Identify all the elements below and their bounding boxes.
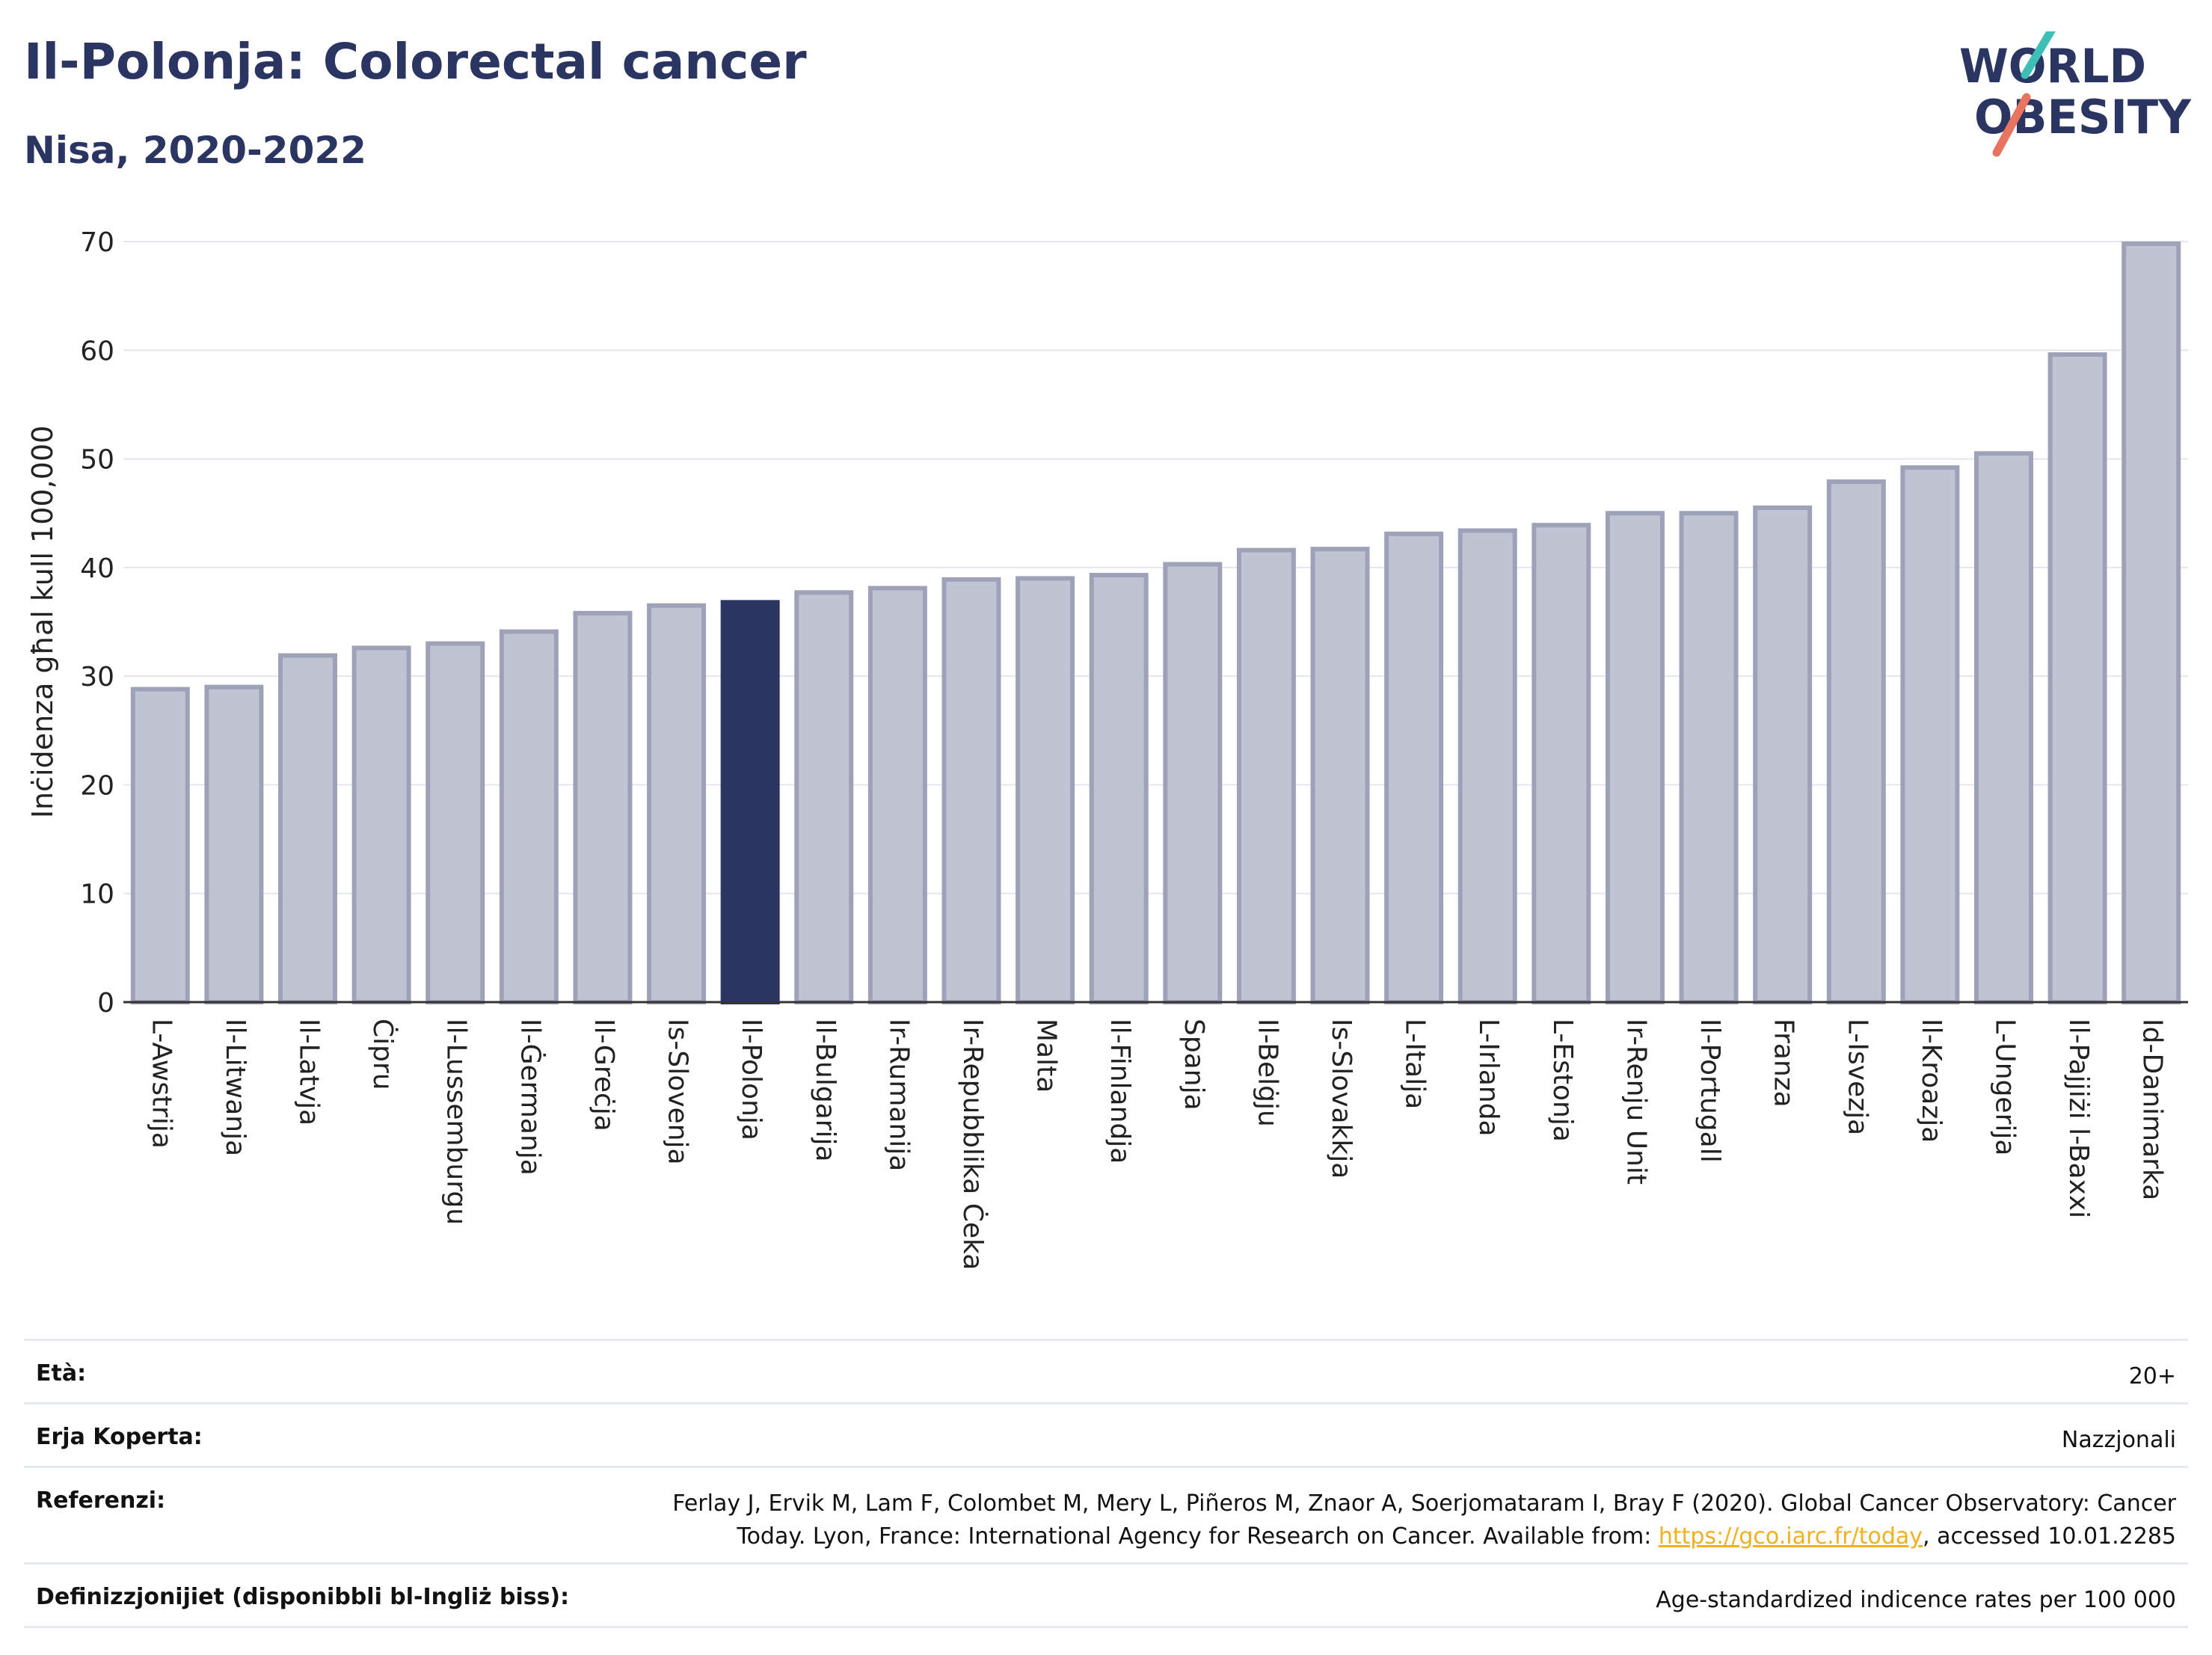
info-value-area: Nazzjonali xyxy=(2061,1427,2176,1453)
bar-16 xyxy=(1310,547,1370,1004)
bar-24 xyxy=(1900,465,1960,1004)
bar-15 xyxy=(1236,547,1296,1004)
x-tick-label: Il-Finlandja xyxy=(1105,1019,1135,1164)
bar-27 xyxy=(2122,241,2181,1004)
info-row-age: Età: 20+ xyxy=(24,1339,2188,1402)
info-label-definitions: Definizzjonijiet (disponibbli bl-Ingliż … xyxy=(36,1584,570,1610)
y-axis-ticks: 0 10 20 30 40 50 60 70 xyxy=(80,227,114,1019)
x-tick-label: Ċipru xyxy=(367,1019,399,1090)
bar-19 xyxy=(1531,523,1591,1004)
x-tick-label: L-Ungerija xyxy=(1989,1019,2020,1155)
x-tick-label: Il-Latvja xyxy=(294,1019,325,1126)
x-tick-label: Il-Ġermanja xyxy=(514,1019,546,1176)
x-tick-label: L-Irlanda xyxy=(1473,1019,1504,1137)
bar-21 xyxy=(1679,511,1739,1004)
x-tick-label: Il-Bulgarija xyxy=(810,1019,841,1162)
x-tick-label: Is-Slovenja xyxy=(663,1019,693,1165)
reference-text: Today. Lyon, France: International Agenc… xyxy=(737,1523,1659,1550)
logo-slash-top xyxy=(2021,31,2056,79)
page-subtitle: Nisa, 2020-2022 xyxy=(24,129,366,172)
x-tick-label: L-Awstrija xyxy=(146,1019,176,1149)
y-tick-label: 10 xyxy=(80,879,114,910)
x-tick-label: L-Estonja xyxy=(1547,1019,1578,1142)
x-tick-label: Il-Litwanja xyxy=(220,1019,251,1156)
x-tick-label: Il-Portugall xyxy=(1695,1019,1725,1163)
info-label-references: Referenzi: xyxy=(36,1487,166,1514)
y-tick-label: 0 xyxy=(97,988,114,1019)
reference-line-2: Today. Lyon, France: International Agenc… xyxy=(672,1520,2176,1553)
y-tick-label: 20 xyxy=(80,770,114,801)
x-tick-label: Il-Polonja xyxy=(736,1019,766,1140)
info-row-references: Referenzi: Ferlay J, Ervik M, Lam F, Col… xyxy=(24,1466,2188,1562)
bar-10 xyxy=(867,586,927,1004)
bar-5 xyxy=(499,629,559,1005)
x-tick-label: Is-Slovakkja xyxy=(1326,1019,1357,1179)
bar-8 xyxy=(720,600,780,1004)
x-tick-label: Spanja xyxy=(1179,1019,1209,1111)
x-tick-label: Il-Belġju xyxy=(1252,1019,1282,1127)
bar-chart: 0 10 20 30 40 50 60 70 L-Awstrija Il-Litwanja Il-… xyxy=(26,227,2188,1270)
reference-accessed: , accessed 10.01.2285 xyxy=(1923,1523,2176,1550)
x-axis-labels: L-Awstrija Il-Litwanja Il-Latvja Ċipru Il-Lu… xyxy=(146,1019,2167,1270)
bar-14 xyxy=(1163,562,1223,1004)
bar-22 xyxy=(1753,505,1813,1004)
bar-26 xyxy=(2047,352,2107,1004)
y-tick-label: 70 xyxy=(80,227,114,258)
x-tick-label: L-Isvezja xyxy=(1842,1019,1872,1135)
x-tick-label: L-Italja xyxy=(1400,1019,1431,1109)
info-value-definitions: Age-standardized indicence rates per 100… xyxy=(1656,1587,2176,1613)
x-tick-label: Ir-Repubblika Ċeka xyxy=(957,1019,989,1270)
bar-17 xyxy=(1384,531,1444,1004)
bar-0 xyxy=(130,687,190,1004)
bar-2 xyxy=(278,653,338,1004)
info-value-age: 20+ xyxy=(2128,1363,2176,1390)
bar-7 xyxy=(647,603,707,1004)
x-tick-label: Franza xyxy=(1769,1019,1799,1108)
info-value-references: Ferlay J, Ervik M, Lam F, Colombet M, Me… xyxy=(672,1487,2176,1553)
page-title: Il-Polonja: Colorectal cancer xyxy=(24,33,807,90)
bar-9 xyxy=(794,590,854,1004)
world-obesity-logo: WORLD OBESITY xyxy=(1959,31,2191,157)
logo-slash-bottom xyxy=(1992,93,2031,157)
y-tick-label: 60 xyxy=(80,336,114,366)
x-tick-label: Il-Kroazja xyxy=(1916,1019,1947,1143)
bar-12 xyxy=(1016,576,1075,1004)
x-tick-label: Il-Lussemburgu xyxy=(441,1019,472,1225)
bar-11 xyxy=(941,577,1001,1004)
bar-18 xyxy=(1457,528,1517,1004)
reference-link[interactable]: https://gco.iarc.fr/today xyxy=(1658,1523,1923,1550)
bar-20 xyxy=(1605,511,1665,1004)
bar-13 xyxy=(1089,573,1149,1004)
x-tick-label: Il-Greċja xyxy=(589,1019,619,1132)
info-row-definitions: Definizzjonijiet (disponibbli bl-Ingliż … xyxy=(24,1562,2188,1628)
bar-3 xyxy=(351,645,411,1005)
info-label-age: Età: xyxy=(36,1360,87,1387)
reference-line-1: Ferlay J, Ervik M, Lam F, Colombet M, Me… xyxy=(672,1490,2176,1517)
y-tick-label: 30 xyxy=(80,662,114,693)
y-tick-label: 40 xyxy=(80,553,114,584)
x-tick-label: Ir-Renju Unit xyxy=(1620,1019,1651,1185)
bar-25 xyxy=(1973,451,2033,1004)
x-tick-label: Malta xyxy=(1031,1019,1062,1093)
bar-23 xyxy=(1826,479,1886,1004)
y-axis-label: Inċidenza għal kull 100,000 xyxy=(26,426,59,818)
y-tick-label: 50 xyxy=(80,445,114,476)
logo-line1: WORLD xyxy=(1959,39,2146,93)
bar-1 xyxy=(204,684,264,1005)
x-tick-label: Ir-Rumanija xyxy=(883,1019,914,1171)
bar-4 xyxy=(425,641,485,1004)
bars xyxy=(130,241,2181,1005)
info-label-area: Erja Koperta: xyxy=(36,1424,203,1450)
bar-6 xyxy=(573,610,633,1004)
info-table: Età: 20+ Erja Koperta: Nazzjonali Refere… xyxy=(24,1339,2188,1628)
x-tick-label: Id-Danimarka xyxy=(2137,1019,2168,1200)
x-tick-label: Il-Pajjiżi l-Baxxi xyxy=(2063,1019,2094,1218)
info-row-area: Erja Koperta: Nazzjonali xyxy=(24,1402,2188,1466)
